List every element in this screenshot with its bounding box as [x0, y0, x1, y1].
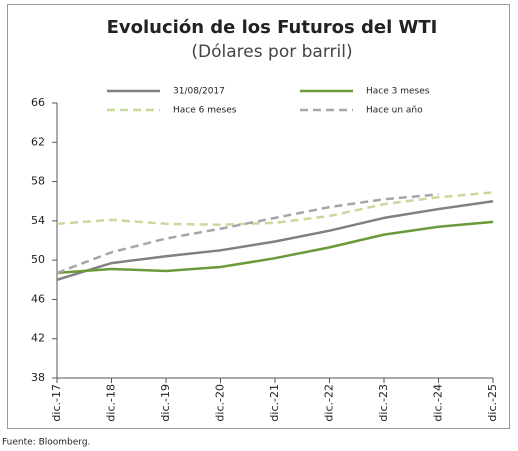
chart-subtitle: (Dólares por barril) — [191, 42, 352, 62]
x-tick-label: dic.-20 — [214, 384, 227, 422]
series-line — [56, 193, 439, 275]
legend-label: Hace un año — [366, 106, 423, 116]
series-line — [56, 220, 494, 275]
legend-label: Hace 6 meses — [173, 106, 237, 116]
y-tick-label: 66 — [31, 96, 45, 109]
chart-border — [7, 4, 510, 429]
x-tick-label: dic.-21 — [268, 384, 281, 422]
y-tick-label: 62 — [31, 135, 45, 148]
x-tick-label: dic.-17 — [50, 384, 63, 422]
legend-label: Hace 3 meses — [366, 87, 430, 97]
series-line — [56, 191, 494, 227]
y-tick-label: 46 — [31, 292, 45, 305]
x-tick-label: dic.-18 — [105, 384, 118, 422]
chart-title: Evolución de los Futuros del WTI — [107, 17, 438, 38]
x-tick-label: dic.-22 — [323, 384, 336, 422]
x-tick-label: dic.-23 — [377, 384, 390, 422]
legend-label: 31/08/2017 — [173, 87, 225, 97]
y-tick-label: 42 — [31, 332, 45, 345]
source-note: Fuente: Bloomberg. — [2, 438, 90, 448]
x-tick-label: dic.-19 — [159, 384, 172, 422]
series-line — [56, 199, 494, 281]
y-tick-label: 50 — [31, 253, 45, 266]
x-tick-label: dic.-24 — [432, 384, 445, 422]
y-tick-label: 38 — [31, 371, 45, 384]
y-tick-label: 54 — [31, 214, 45, 227]
x-tick-label: dic.-25 — [486, 384, 499, 422]
y-tick-label: 58 — [31, 175, 45, 188]
